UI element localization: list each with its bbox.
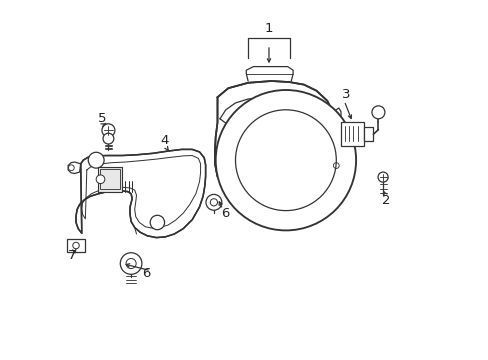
Circle shape [102,124,115,137]
Circle shape [371,106,384,119]
Circle shape [215,90,355,230]
Polygon shape [76,149,205,238]
Circle shape [96,175,104,184]
Text: 5: 5 [98,112,107,125]
Bar [67,239,85,252]
Bar [98,167,122,192]
Text: 6: 6 [221,207,229,220]
Bar [364,127,373,141]
Circle shape [377,172,387,182]
Circle shape [205,194,222,210]
Circle shape [120,253,142,274]
Text: 2: 2 [381,194,389,207]
Polygon shape [215,81,333,205]
Text: 1: 1 [264,22,273,35]
Text: 3: 3 [341,88,349,101]
Text: 4: 4 [160,134,168,147]
Bar [340,122,364,146]
Bar [100,169,120,189]
Circle shape [150,215,164,230]
Circle shape [88,152,104,168]
Circle shape [103,133,114,144]
Text: 7: 7 [68,249,77,262]
Text: 6: 6 [142,267,150,280]
